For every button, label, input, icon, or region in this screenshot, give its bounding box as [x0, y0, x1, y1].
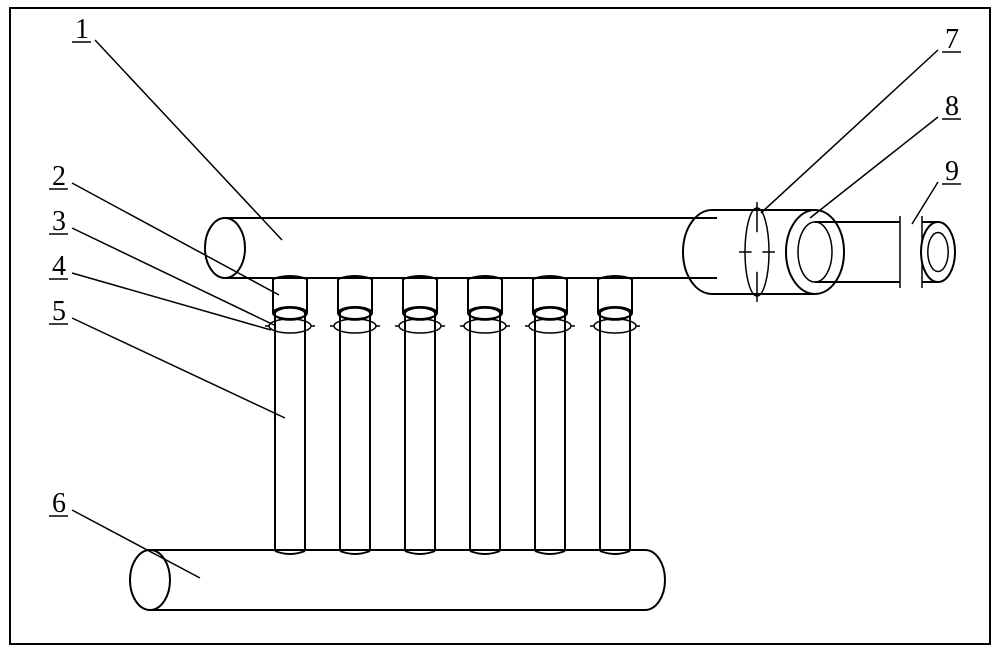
callout-label-9: 9 [945, 156, 959, 187]
callout-label-4: 4 [52, 251, 66, 282]
callout-label-2: 2 [52, 161, 66, 192]
callout-label-5: 5 [52, 296, 66, 327]
diagram-canvas: 1 2 3 4 5 6 7 8 9 [0, 0, 1000, 654]
callout-label-6: 6 [52, 488, 66, 519]
callout-label-7: 7 [945, 24, 959, 55]
callout-label-3: 3 [52, 206, 66, 237]
callout-label-8: 8 [945, 91, 959, 122]
callout-label-1: 1 [75, 14, 89, 45]
